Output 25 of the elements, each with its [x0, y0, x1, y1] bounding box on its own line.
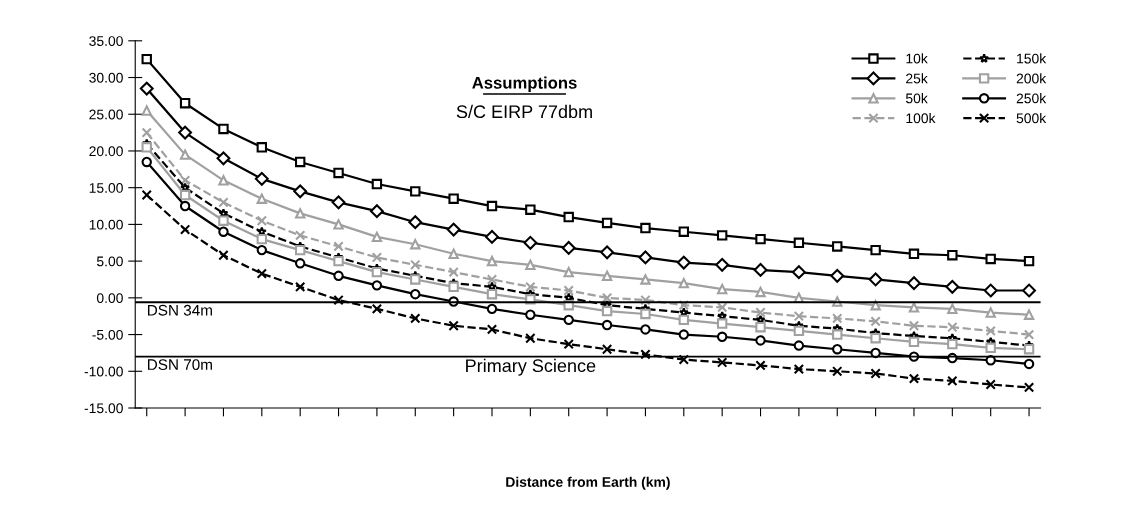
legend-label: 500k [1016, 112, 1047, 124]
y-tick-label: 5.00 [96, 256, 123, 267]
annotation: Assumptions [472, 76, 577, 92]
annotation: S/C EIRP 77dbm [456, 104, 592, 119]
legend-label: 200k [1016, 73, 1047, 84]
y-tick-label: 20.00 [89, 146, 123, 157]
y-tick-label: 25.00 [89, 109, 123, 120]
y-tick-label: 10.00 [89, 219, 123, 230]
y-tick-label: -10.00 [84, 366, 123, 377]
y-tick-label: 30.00 [89, 72, 123, 83]
y-tick-label: 35.00 [89, 36, 123, 46]
y-tick-label: -5.00 [92, 329, 123, 340]
ref-line-label: DSN 34m [147, 304, 212, 316]
legend-label: 25k [906, 73, 928, 84]
legend-label: 10k [906, 53, 928, 64]
y-tick-label: 15.00 [89, 183, 123, 193]
ref-line-label: DSN 70m [147, 359, 212, 371]
legend-label: 50k [905, 93, 928, 104]
x-axis-title: Distance from Earth (km) [506, 476, 670, 490]
annotation: Primary Science [466, 358, 596, 376]
legend-label: 100k [906, 112, 936, 124]
legend-label: 150k [1017, 53, 1047, 64]
legend-label: 250k [1016, 93, 1047, 104]
y-tick-label: 0.00 [96, 293, 123, 304]
y-tick-label: -15.00 [84, 403, 123, 414]
